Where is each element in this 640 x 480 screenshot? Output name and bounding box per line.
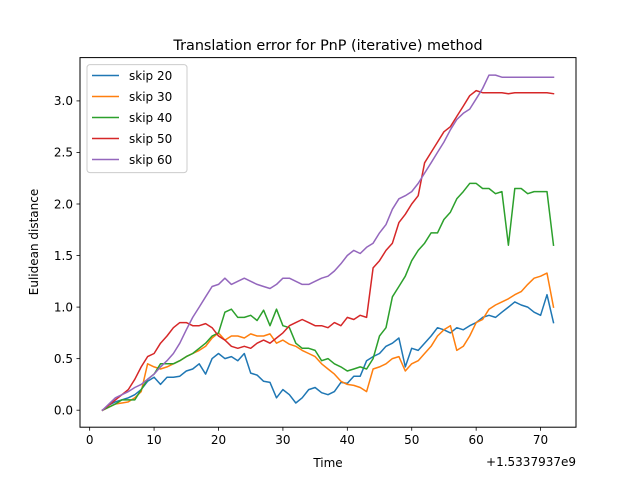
series-lines [101,74,555,412]
legend: skip 20 skip 30 skip 40 skip 50 skip 60 [86,64,188,174]
y-tick-label: 1.5 [54,249,73,263]
y-axis-ticks: 0.0 0.5 1.0 1.5 2.0 2.5 3.0 [54,94,80,417]
y-tick-label: 1.0 [54,300,73,314]
legend-label: skip 60 [129,153,172,167]
legend-box [86,64,188,174]
plot-frame [79,57,577,428]
x-axis-offset-label: +1.5337937e9 [486,455,576,469]
series-line-3 [101,182,555,412]
y-tick-label: 2.5 [54,146,73,160]
series-line-2 [101,272,555,412]
chart-title: Translation error for PnP (iterative) me… [172,38,482,54]
legend-label: skip 40 [129,111,172,125]
y-tick-label: 0.0 [54,403,73,417]
x-tick-label: 30 [275,433,290,447]
y-tick-label: 0.5 [54,352,73,366]
series-line-5 [101,74,555,412]
x-tick-label: 10 [146,433,161,447]
x-tick-label: 20 [211,433,226,447]
legend-label: skip 50 [129,132,172,146]
x-tick-label: 50 [404,433,419,447]
x-axis-label: Time [312,456,342,470]
series-line-1 [101,293,555,412]
legend-label: skip 30 [129,90,172,104]
x-tick-label: 40 [340,433,355,447]
series-line-4 [101,89,555,412]
x-tick-label: 0 [86,433,94,447]
y-axis-label: Eulidean distance [27,189,41,295]
x-tick-label: 60 [469,433,484,447]
x-tick-label: 70 [533,433,548,447]
y-tick-label: 2.0 [54,197,73,211]
y-tick-label: 3.0 [54,94,73,108]
legend-label: skip 20 [129,69,172,83]
x-axis-ticks: 0 10 20 30 40 50 60 70 [86,427,548,447]
